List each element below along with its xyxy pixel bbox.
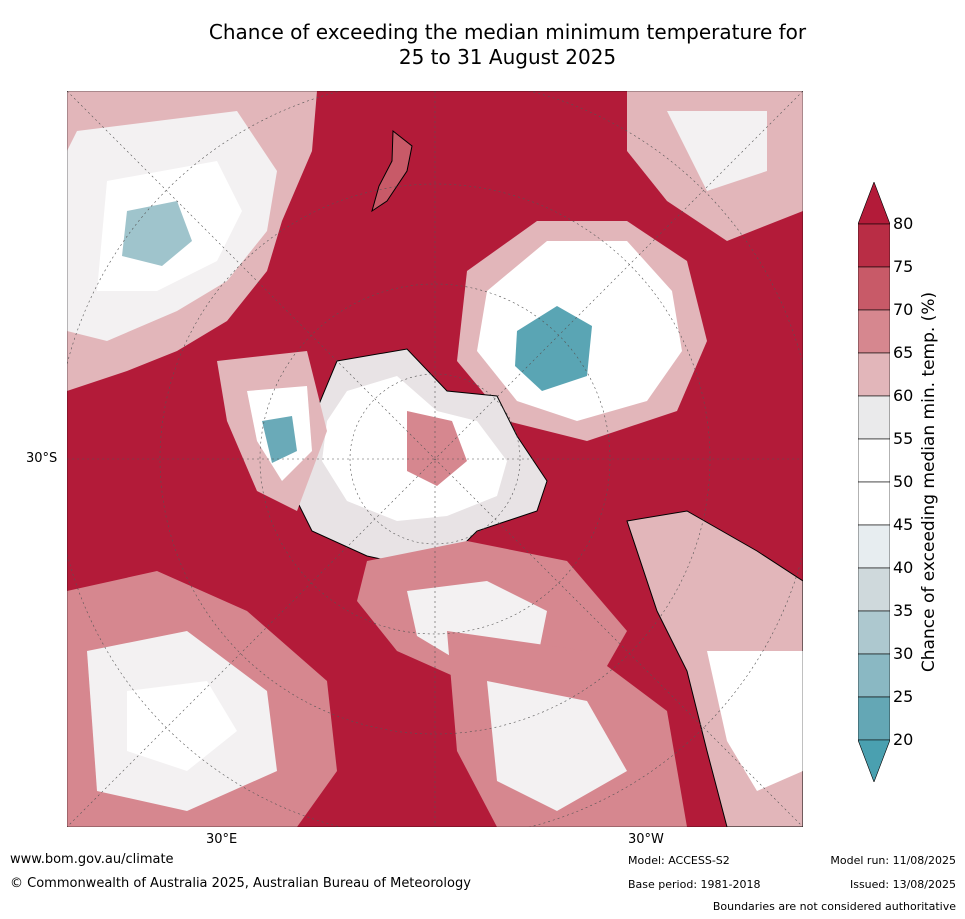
footer-model: Model: ACCESS-S2 <box>628 854 730 867</box>
footer-issued: Issued: 13/08/2025 <box>849 878 956 891</box>
colorbar-tick-label: 75 <box>893 257 914 276</box>
colorbar-band <box>858 266 890 311</box>
colorbar-band <box>858 309 890 354</box>
lat-label-30s: 30°S <box>26 451 58 466</box>
title-line-2: 25 to 31 August 2025 <box>398 45 617 69</box>
colorbar-band <box>858 610 890 655</box>
colorbar-tick-label: 55 <box>893 429 914 448</box>
forecast-map <box>67 91 803 827</box>
colorbar-tick-label: 40 <box>893 558 914 577</box>
colorbar-bottom-arrow <box>858 739 890 782</box>
chart-title: Chance of exceeding the median minimum t… <box>90 20 925 70</box>
colorbar-tick-label: 70 <box>893 300 914 319</box>
graticule <box>67 91 803 827</box>
colorbar-band <box>858 653 890 698</box>
colorbar-band <box>858 352 890 397</box>
colorbar-band <box>858 438 890 483</box>
colorbar-label: Chance of exceeding median min. temp. (%… <box>919 291 939 673</box>
colorbar-tick-label: 25 <box>893 687 914 706</box>
footer-disclaimer: Boundaries are not considered authoritat… <box>712 900 956 913</box>
colorbar-band <box>858 395 890 440</box>
colorbar <box>858 182 890 782</box>
region-new-zealand <box>371 129 413 213</box>
colorbar-tick-label: 20 <box>893 730 914 749</box>
footer-model-run: Model run: 11/08/2025 <box>830 854 956 867</box>
colorbar-band <box>858 481 890 526</box>
colorbar-tick-label: 35 <box>893 601 914 620</box>
colorbar-top-arrow <box>858 182 890 225</box>
colorbar-tick-label: 50 <box>893 472 914 491</box>
colorbar-tick-label: 45 <box>893 515 914 534</box>
colorbar-band <box>858 524 890 569</box>
footer-base-period: Base period: 1981-2018 <box>628 878 761 891</box>
colorbar-band <box>858 696 890 741</box>
footer-url: www.bom.gov.au/climate <box>10 852 174 867</box>
colorbar-band <box>858 567 890 612</box>
footer-copyright: © Commonwealth of Australia 2025, Austra… <box>10 876 471 891</box>
colorbar-tick-label: 30 <box>893 644 914 663</box>
colorbar-band <box>858 223 890 268</box>
colorbar-tick-label: 60 <box>893 386 914 405</box>
colorbar-tick-label: 65 <box>893 343 914 362</box>
colorbar-tick-label: 80 <box>893 214 914 233</box>
lon-label-30e: 30°E <box>206 832 238 847</box>
lon-label-30w: 30°W <box>628 832 664 847</box>
title-line-1: Chance of exceeding the median minimum t… <box>208 20 807 44</box>
